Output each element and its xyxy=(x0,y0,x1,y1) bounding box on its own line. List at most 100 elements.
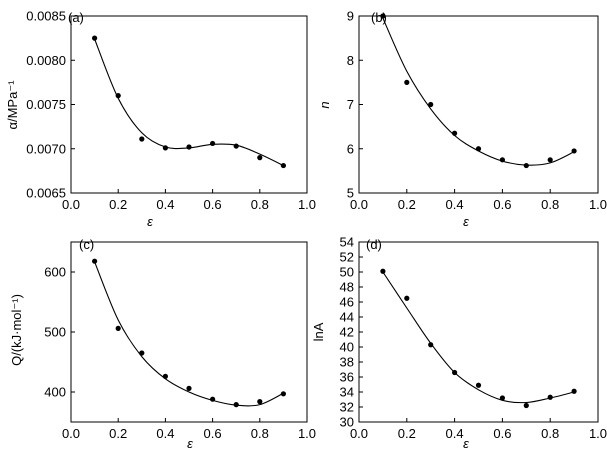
panel-b-x-tick-label: 0.6 xyxy=(493,197,511,212)
panel-d-tag: (d) xyxy=(366,237,382,252)
panel-b-data-point xyxy=(523,162,529,169)
panel-c-y-axis-label: Q/(kJ·mol⁻¹) xyxy=(9,294,24,366)
panel-d-data-point xyxy=(404,295,410,301)
panel-d-y-tick-label: 42 xyxy=(340,325,354,340)
panel-d-x-tick-label: 0.0 xyxy=(350,426,368,441)
panel-a-tag: (a) xyxy=(68,10,84,25)
panel-d-y-tick-label: 44 xyxy=(340,310,354,325)
panel-d-data-point xyxy=(523,402,529,409)
panel-d-y-tick-label: 30 xyxy=(340,415,354,430)
panel-b-plot-frame xyxy=(358,15,599,194)
panel-c-y-tick-label: 500 xyxy=(44,325,66,340)
panel-d-data-point xyxy=(547,394,553,400)
panel-c: (c) ε Q/(kJ·mol⁻¹) 0.0 0.2 0.4 0.6 0.8 1.0 400… xyxy=(9,237,316,451)
panel-b-x-tick-label: 0.8 xyxy=(541,197,559,212)
panel-a-x-tick-label: 0.4 xyxy=(156,197,174,212)
panel-d-x-tick-label: 0.2 xyxy=(398,426,416,441)
panel-c-data-point xyxy=(257,399,263,405)
panel-a-plot-frame xyxy=(70,15,308,194)
panel-a-data-point xyxy=(257,155,263,161)
panel-d-y-tick-label: 38 xyxy=(340,355,354,370)
panel-b-y-tick-label: 6 xyxy=(347,141,354,156)
panel-b-data-point xyxy=(475,146,482,152)
panel-d-data-point xyxy=(452,369,458,376)
panel-c-data-point xyxy=(233,402,239,408)
panel-a-y-tick-label: 0.0080 xyxy=(26,53,66,68)
panel-b-x-tick-label: 0.0 xyxy=(350,197,368,212)
panel-d-fit-curve xyxy=(382,271,575,404)
panel-d-y-tick-label: 46 xyxy=(340,295,354,310)
panel-d-y-tick-label: 52 xyxy=(340,250,354,265)
panel-b-data-point xyxy=(547,157,553,163)
panel-d-data-point xyxy=(499,395,505,401)
panel-c-data-point xyxy=(139,350,145,356)
panel-c-data-points xyxy=(92,258,286,408)
panel-c-x-tick-label: 0.8 xyxy=(251,426,269,441)
panel-a-y-tick-label: 0.0075 xyxy=(26,97,66,112)
panel-d-y-tick-label: 36 xyxy=(340,370,354,385)
panel-c-x-tick-label: 0.4 xyxy=(156,426,174,441)
panel-a-y-tick-label: 0.0070 xyxy=(26,141,66,156)
panel-a-data-point xyxy=(186,144,192,150)
panel-a: (a) ε α/MPa⁻¹ 0.0 0.2 0.4 0.6 0.8 1.00.00650.… xyxy=(5,9,316,230)
panel-b-data-point xyxy=(452,130,458,136)
panel-a-data-point xyxy=(210,140,216,147)
panel-d-x-axis-label: ε xyxy=(463,436,469,451)
panel-a-y-axis-label: α/MPa⁻¹ xyxy=(5,80,20,130)
panel-d-y-tick-label: 32 xyxy=(340,400,354,415)
panel-c-x-tick-label: 0.6 xyxy=(204,426,222,441)
panel-d-y-tick-label: 34 xyxy=(340,385,354,400)
panel-b-y-tick-label: 8 xyxy=(347,53,354,68)
panel-d-data-point xyxy=(571,388,577,394)
panel-b-y-tick-label: 7 xyxy=(347,97,354,112)
panel-c-data-point xyxy=(280,391,286,397)
panel-c-plot-frame xyxy=(70,241,308,423)
panel-b-y-tick-label: 9 xyxy=(347,9,354,24)
panel-b-x-axis-label: ε xyxy=(463,214,469,229)
panel-d-y-tick-label: 54 xyxy=(340,235,354,250)
panel-c-data-point xyxy=(186,385,192,391)
panel-c-tag: (c) xyxy=(79,237,94,252)
panel-b-y-axis-label: n xyxy=(317,101,332,108)
panel-b-fit-curve xyxy=(382,17,575,166)
panel-d-x-tick-label: 0.4 xyxy=(446,426,464,441)
panel-d: (d) ε lnA 0.0 0.2 0.4 0.6 0.8 1.0 303234363840… xyxy=(311,235,607,452)
panel-a-ticks: 0.0 0.2 0.4 0.6 0.8 1.0 0.0065 0.0070 0.0075 0.00… xyxy=(26,9,316,213)
panel-c-data-point xyxy=(92,258,98,264)
panel-d-ticks: 0.0 0.2 0.4 0.6 0.8 1.0 3032343638404244464850… xyxy=(340,235,607,442)
panel-a-data-point xyxy=(92,35,98,41)
panel-c-ticks: 0.0 0.2 0.4 0.6 0.8 1.0 400 500 600 xyxy=(44,265,316,442)
panel-b-y-tick-label: 5 xyxy=(347,186,354,201)
panel-a-x-tick-label: 0.8 xyxy=(251,197,269,212)
panel-b-data-point xyxy=(499,157,505,163)
panel-d-y-tick-label: 50 xyxy=(340,265,354,280)
panel-a-x-tick-label: 1.0 xyxy=(298,197,316,212)
panel-b-data-point xyxy=(571,148,577,154)
panel-c-data-point xyxy=(162,373,168,379)
panel-c-x-axis-label: ε xyxy=(187,436,193,451)
panel-c-y-tick-label: 600 xyxy=(44,265,66,280)
panel-a-y-tick-label: 0.0065 xyxy=(26,186,66,201)
panel-a-data-point xyxy=(280,162,286,169)
panel-a-x-axis-label: ε xyxy=(147,214,153,229)
panel-d-data-points xyxy=(380,268,577,409)
panel-c-data-point xyxy=(115,325,121,331)
panel-d-x-tick-label: 0.8 xyxy=(541,426,559,441)
panel-b-x-tick-label: 0.4 xyxy=(446,197,464,212)
panel-a-x-tick-label: 0.2 xyxy=(109,197,127,212)
panel-d-x-tick-label: 0.6 xyxy=(493,426,511,441)
panel-c-fit-curve xyxy=(94,261,284,407)
panel-d-plot-frame xyxy=(358,241,599,423)
panel-d-x-tick-label: 1.0 xyxy=(589,426,607,441)
panel-b-data-points xyxy=(380,13,577,169)
panel-a-data-point xyxy=(162,145,168,151)
panel-a-y-tick-label: 0.0085 xyxy=(26,9,66,24)
panel-d-data-point xyxy=(380,268,386,274)
panel-b-data-point xyxy=(404,79,410,85)
panel-b-x-tick-label: 1.0 xyxy=(589,197,607,212)
panel-a-x-tick-label: 0.0 xyxy=(62,197,80,212)
panel-c-data-point xyxy=(210,396,216,402)
panel-d-y-tick-label: 40 xyxy=(340,340,354,355)
